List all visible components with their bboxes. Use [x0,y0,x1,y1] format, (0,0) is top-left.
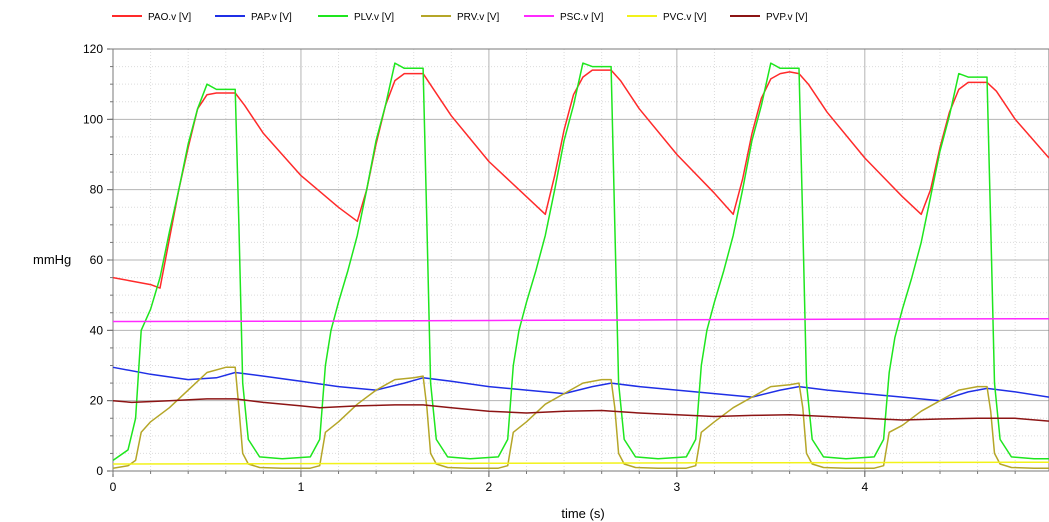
x-tick-label: 4 [861,480,868,494]
y-tick-label: 80 [90,183,104,197]
y-axis-label: mmHg [33,252,71,267]
legend-label: PSC.v [V] [560,12,604,23]
series-line-pvc [112,461,1049,465]
legend-label: PVP.v [V] [766,12,808,23]
legend: PAO.v [V] PAP.v [V] PLV.v [V] PRV.v [V] PSC.… [112,12,808,23]
major-grid [112,48,1049,472]
y-tick-label: 100 [83,112,103,126]
x-tick-label: 1 [298,480,305,494]
series-line-prv [112,366,1049,469]
y-tick-label: 120 [83,42,103,56]
series-line-plv [112,62,1049,462]
legend-label: PRV.v [V] [457,12,499,23]
y-tick-label: 0 [96,464,103,478]
legend-label: PLV.v [V] [354,12,394,23]
series-layer [112,62,1049,469]
series-line-pap [112,366,1049,402]
y-tick-label: 60 [90,253,104,267]
x-axis-label: time (s) [561,506,604,521]
x-tick-label: 3 [674,480,681,494]
y-tick-label: 20 [90,394,104,408]
legend-label: PVC.v [V] [663,12,707,23]
series-line-pao [112,69,1049,289]
series-line-pvp [112,398,1049,422]
legend-label: PAP.v [V] [251,12,292,23]
x-tick-label: 2 [486,480,493,494]
x-tick-label: 0 [110,480,117,494]
series-line-psc [112,317,1049,323]
legend-label: PAO.v [V] [148,12,191,23]
y-tick-label: 40 [90,323,104,337]
